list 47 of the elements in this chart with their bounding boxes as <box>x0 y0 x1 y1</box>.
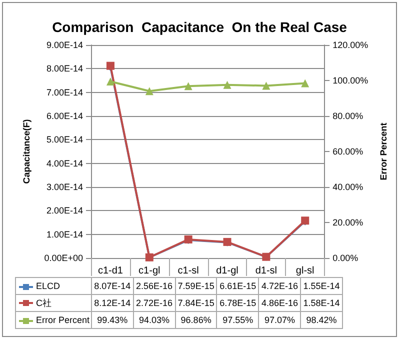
data-label: 1.58E-14 <box>300 294 342 312</box>
legend-label: Error Percent <box>36 315 90 325</box>
data-label: 97.55% <box>216 312 259 328</box>
data-label: 7.59E-15 <box>175 278 217 294</box>
y-tick-label: 6.00E-14 <box>46 111 83 121</box>
y2-tick-label: 20.00% <box>332 218 364 228</box>
y-tick-label: 4.00E-14 <box>46 158 83 168</box>
y-tick-label: 0.00E+00 <box>44 253 83 263</box>
y-tick-label: 7.00E-14 <box>46 87 83 98</box>
data-label: 99.43% <box>92 312 134 328</box>
y-tick-label: 8.00E-14 <box>46 64 83 74</box>
x-tick-label: d1-sl <box>255 266 278 276</box>
y2-tick-label: 0.00% <box>332 253 358 263</box>
y-tick-label: 5.00E-14 <box>46 134 83 145</box>
x-tick-label: d1-gl <box>216 266 238 276</box>
data-label: 94.03% <box>133 312 176 328</box>
x-tick-label: c1-gl <box>138 266 160 276</box>
data-label: 8.07E-14 <box>92 278 134 294</box>
y2-tick-label: 120.00% <box>332 40 368 50</box>
x-tick-label: gl-sl <box>296 266 314 276</box>
y2-tick-label: 100.00% <box>332 76 368 86</box>
data-label: 2.56E-16 <box>133 278 176 294</box>
x-tick-label: c1-d1 <box>98 266 124 276</box>
data-label: 6.61E-15 <box>216 278 259 294</box>
y-tick-label: 9.00E-14 <box>46 40 83 50</box>
y2-tick-label: 80.00% <box>332 111 364 121</box>
y-tick-label: 1.00E-14 <box>46 229 83 240</box>
y-tick-label: 3.00E-14 <box>46 182 83 192</box>
legend-label: ELCD <box>36 281 60 291</box>
data-label: 4.86E-16 <box>258 294 301 312</box>
data-label: 98.42% <box>300 312 342 328</box>
data-label: 96.86% <box>175 312 217 328</box>
data-label: 4.72E-16 <box>258 278 301 294</box>
data-label: 1.55E-14 <box>300 278 342 294</box>
data-label: 6.78E-15 <box>216 294 259 312</box>
y2-tick-label: 60.00% <box>332 146 364 156</box>
y2-axis-title: Error Percent <box>378 122 388 180</box>
legend-label: C社 <box>36 298 52 308</box>
data-label: 8.12E-14 <box>92 294 134 312</box>
data-label: 2.72E-16 <box>133 294 176 312</box>
y-tick-label: 2.00E-14 <box>46 206 83 216</box>
x-tick-label: c1-sl <box>178 266 199 276</box>
chart-title: Comparison Capacitance On the Real Case <box>52 19 348 35</box>
data-label: 97.07% <box>258 312 301 328</box>
data-label: 7.84E-15 <box>175 294 217 312</box>
y-axis-title: Capacitance(F) <box>22 119 32 184</box>
y2-tick-label: 40.00% <box>332 182 364 192</box>
